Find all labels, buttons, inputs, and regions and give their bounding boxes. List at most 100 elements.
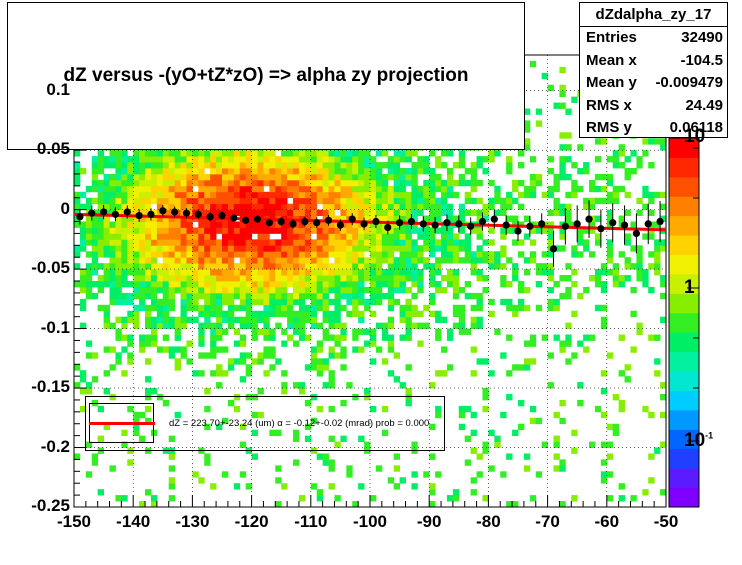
heatmap-cell xyxy=(328,405,335,413)
heatmap-cell xyxy=(103,156,110,163)
heatmap-cell xyxy=(630,150,637,157)
heatmap-cell xyxy=(328,191,335,199)
heatmap-cell xyxy=(375,281,383,288)
heatmap-cell xyxy=(435,245,442,252)
heatmap-cell xyxy=(239,191,247,199)
heatmap-cell xyxy=(399,477,406,484)
heatmap-cell xyxy=(121,245,128,252)
profile-point xyxy=(609,219,617,227)
heatmap-cell xyxy=(162,173,170,181)
profile-point xyxy=(76,213,84,221)
heatmap-cell xyxy=(180,275,187,282)
heatmap-cell xyxy=(500,251,507,258)
heatmap-cell xyxy=(210,239,217,246)
heatmap-cell xyxy=(103,275,110,282)
heatmap-cell xyxy=(156,215,164,222)
heatmap-cell xyxy=(458,304,466,312)
heatmap-cell xyxy=(186,298,193,306)
heatmap-cell xyxy=(565,263,572,270)
heatmap-cell xyxy=(494,435,501,442)
heatmap-cell xyxy=(429,453,436,460)
heatmap-cell xyxy=(364,168,371,175)
heatmap-cell xyxy=(133,150,140,157)
heatmap-cell xyxy=(654,239,661,246)
heatmap-cell xyxy=(304,185,312,193)
heatmap-cell xyxy=(91,168,99,175)
heatmap-cell xyxy=(553,453,560,460)
heatmap-cell xyxy=(198,269,205,276)
heatmap-cell xyxy=(263,179,270,187)
heatmap-cell xyxy=(263,209,270,216)
heatmap-cell xyxy=(328,483,335,490)
z-tick-label-10-neg: 10-1 xyxy=(684,430,713,452)
heatmap-cell xyxy=(97,489,104,496)
heatmap-cell xyxy=(364,441,371,448)
heatmap-cell xyxy=(316,346,324,353)
heatmap-cell xyxy=(263,173,270,181)
heatmap-cell xyxy=(269,364,276,371)
heatmap-cell xyxy=(571,281,578,288)
heatmap-cell xyxy=(127,221,134,228)
y-tick-label: -0.25 xyxy=(31,496,70,515)
heatmap-cell xyxy=(322,292,329,300)
heatmap-cell xyxy=(340,435,347,442)
heatmap-cell xyxy=(186,179,193,187)
heatmap-cell xyxy=(405,215,412,222)
heatmap-cell xyxy=(494,150,501,157)
heatmap-cell xyxy=(162,346,170,353)
heatmap-cell xyxy=(316,245,324,252)
heatmap-cell xyxy=(364,239,371,246)
heatmap-cell xyxy=(233,316,241,324)
heatmap-cell xyxy=(559,168,566,175)
heatmap-cell xyxy=(405,173,412,181)
heatmap-cell xyxy=(139,269,146,276)
heatmap-cell xyxy=(121,334,128,341)
heatmap-cell xyxy=(227,191,235,199)
heatmap-cell xyxy=(482,447,489,454)
profile-point xyxy=(313,219,321,227)
heatmap-cell xyxy=(216,328,223,335)
heatmap-cell xyxy=(364,298,371,306)
heatmap-cell xyxy=(127,203,134,211)
heatmap-cell xyxy=(204,150,211,157)
heatmap-cell xyxy=(97,179,104,187)
heatmap-cell xyxy=(304,310,312,318)
heatmap-cell xyxy=(583,245,590,252)
heatmap-cell xyxy=(423,304,430,312)
heatmap-cell xyxy=(210,292,217,300)
heatmap-cell xyxy=(500,233,507,240)
heatmap-cell xyxy=(150,269,158,276)
heatmap-cell xyxy=(512,215,519,222)
heatmap-cell xyxy=(387,346,395,353)
heatmap-cell xyxy=(494,328,501,335)
heatmap-cell xyxy=(304,227,312,234)
heatmap-cell xyxy=(245,483,252,490)
profile-point xyxy=(218,211,226,220)
heatmap-cell xyxy=(322,263,329,270)
heatmap-cell xyxy=(654,263,661,270)
heatmap-cell xyxy=(452,251,460,258)
heatmap-cell xyxy=(352,227,359,234)
heatmap-cell xyxy=(393,352,400,359)
heatmap-cell xyxy=(553,197,560,205)
heatmap-cell xyxy=(263,269,270,276)
heatmap-cell xyxy=(322,358,329,365)
heatmap-cell xyxy=(222,316,229,324)
heatmap-cell xyxy=(133,162,140,169)
heatmap-cell xyxy=(281,269,288,276)
heatmap-cell xyxy=(334,150,341,157)
heatmap-cell xyxy=(393,465,400,472)
heatmap-cell xyxy=(115,251,122,258)
heatmap-cell xyxy=(287,269,294,276)
heatmap-cell xyxy=(162,251,170,258)
heatmap-cell xyxy=(79,191,87,199)
heatmap-cell xyxy=(446,209,454,216)
heatmap-cell xyxy=(559,132,566,139)
heatmap-cell xyxy=(251,209,258,216)
heatmap-cell xyxy=(334,322,341,329)
heatmap-cell xyxy=(91,215,99,222)
heatmap-cell xyxy=(441,233,448,240)
heatmap-cell xyxy=(198,156,205,163)
heatmap-cell xyxy=(298,328,306,335)
heatmap-cell xyxy=(115,316,122,324)
